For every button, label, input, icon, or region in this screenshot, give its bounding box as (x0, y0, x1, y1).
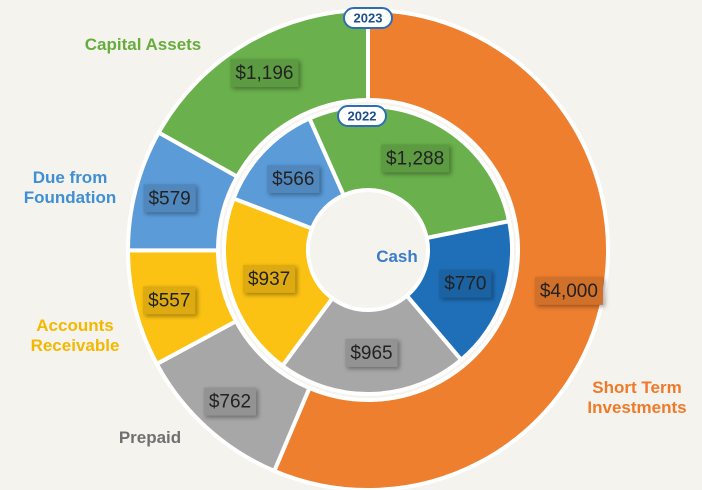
series-label: 2022 (348, 108, 377, 123)
donut-slice (271, 7, 610, 490)
value-label-box (242, 264, 296, 293)
value-label-box (381, 144, 450, 173)
series-badge (343, 7, 393, 29)
value-label-box (439, 269, 492, 298)
value-label-group: $4,000 (534, 276, 603, 305)
value-label: $566 (272, 169, 314, 190)
value-label: $770 (444, 274, 486, 295)
value-label-box (203, 387, 257, 416)
category-label: Due from Foundation (23, 168, 117, 207)
value-label-group: $557 (143, 286, 196, 315)
category-label: Accounts Receivable (30, 316, 120, 355)
value-label: $965 (350, 343, 392, 364)
value-label-group: $965 (345, 338, 398, 367)
value-label: $1,196 (235, 63, 293, 84)
value-label-box (230, 59, 299, 88)
value-label-box (345, 338, 398, 367)
category-label: Cash (376, 247, 418, 266)
series-badge (337, 105, 387, 127)
value-label: $1,288 (386, 148, 444, 169)
value-label-box (143, 286, 196, 315)
value-label: $4,000 (540, 281, 598, 302)
value-label-group: $1,288 (381, 144, 450, 173)
category-label: Capital Assets (84, 35, 202, 54)
value-label-group: $937 (242, 264, 296, 293)
value-label-box (267, 165, 320, 194)
category-label: Short Term Investments (587, 378, 687, 417)
value-label-box (534, 276, 603, 305)
category-label: Prepaid (118, 428, 182, 447)
value-label: $762 (209, 392, 251, 413)
value-label-group: $579 (143, 184, 196, 213)
value-label-group: $1,196 (230, 59, 299, 88)
value-label-group: $770 (439, 269, 492, 298)
value-label-group: $762 (203, 387, 257, 416)
series-label: 2023 (354, 10, 383, 25)
value-label: $579 (148, 188, 190, 209)
value-label-box (143, 184, 196, 213)
value-label: $937 (248, 269, 290, 290)
value-label: $557 (148, 290, 190, 311)
value-label-group: $566 (267, 165, 320, 194)
